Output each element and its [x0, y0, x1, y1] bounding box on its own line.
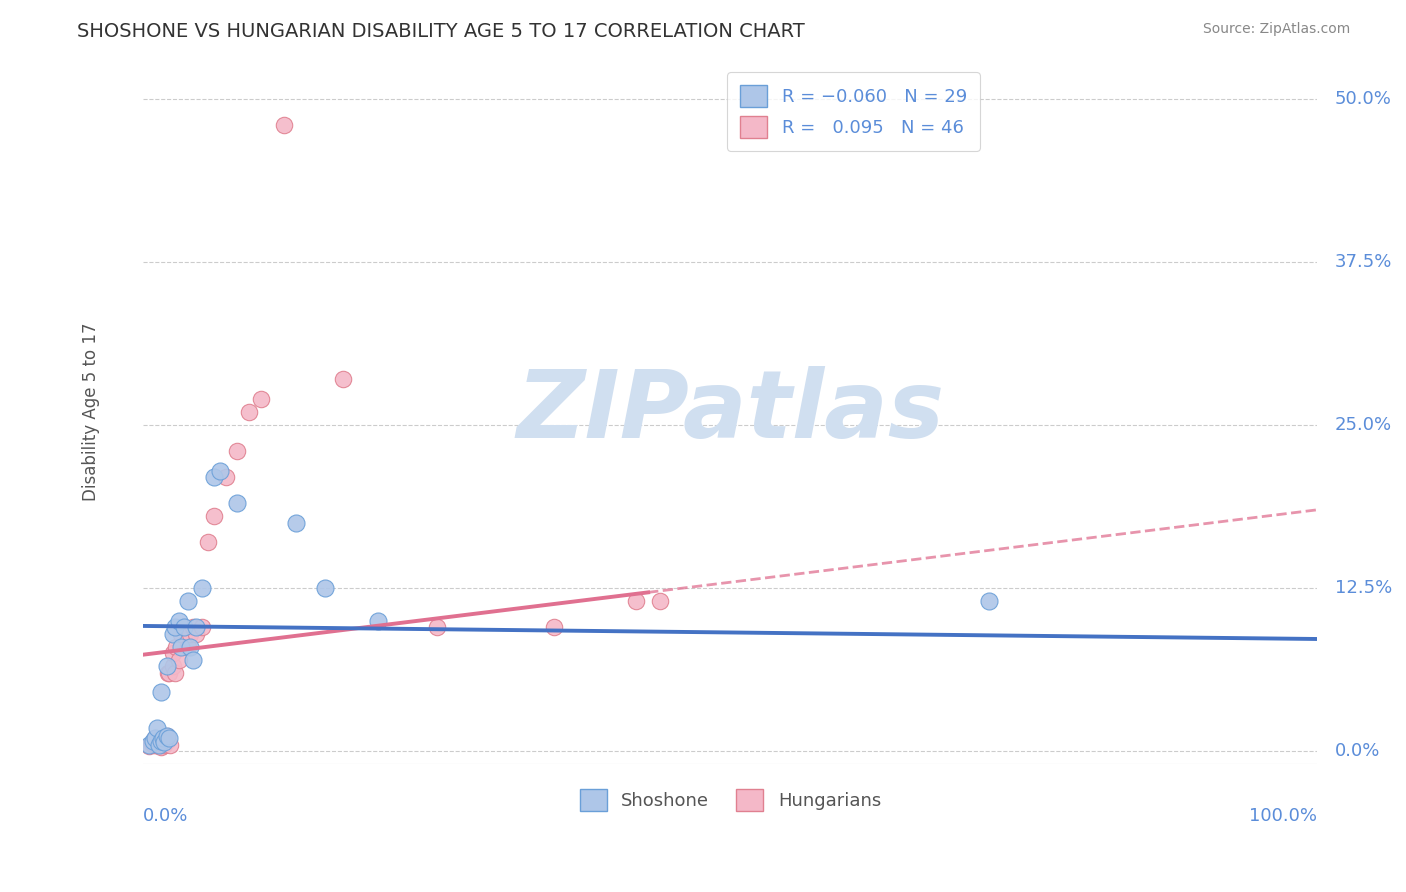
- Point: [177, 594, 200, 608]
- Point: [152, 731, 174, 746]
- Point: [155, 731, 177, 746]
- Point: [148, 733, 170, 747]
- Point: [153, 735, 176, 749]
- Point: [156, 665, 179, 680]
- Point: [157, 665, 180, 680]
- Point: [149, 733, 172, 747]
- Point: [367, 614, 389, 628]
- Text: ZIPatlas: ZIPatlas: [516, 366, 945, 458]
- Point: [626, 594, 648, 608]
- Point: [543, 620, 565, 634]
- Point: [238, 405, 260, 419]
- Point: [148, 738, 170, 752]
- Text: 50.0%: 50.0%: [1334, 90, 1392, 108]
- Point: [138, 738, 160, 752]
- Point: [179, 627, 201, 641]
- Point: [149, 735, 172, 749]
- Text: Source: ZipAtlas.com: Source: ZipAtlas.com: [1202, 22, 1350, 37]
- Point: [181, 653, 204, 667]
- Text: 0.0%: 0.0%: [143, 806, 188, 824]
- Point: [163, 665, 186, 680]
- Point: [143, 731, 166, 746]
- Point: [162, 659, 184, 673]
- Text: 37.5%: 37.5%: [1334, 252, 1392, 271]
- Point: [142, 733, 165, 747]
- Point: [167, 614, 190, 628]
- Point: [186, 627, 208, 641]
- Point: [648, 594, 671, 608]
- Point: [170, 627, 193, 641]
- Point: [214, 470, 236, 484]
- Point: [152, 733, 174, 747]
- Point: [249, 392, 271, 406]
- Point: [226, 496, 249, 510]
- Point: [202, 509, 225, 524]
- Point: [163, 620, 186, 634]
- Point: [150, 736, 173, 750]
- Point: [284, 516, 307, 530]
- Point: [159, 738, 181, 752]
- Point: [156, 659, 179, 673]
- Text: 12.5%: 12.5%: [1334, 579, 1392, 597]
- Point: [177, 640, 200, 654]
- Point: [146, 721, 169, 735]
- Point: [162, 646, 184, 660]
- Point: [208, 464, 231, 478]
- Point: [202, 470, 225, 484]
- Point: [181, 620, 204, 634]
- Point: [156, 729, 179, 743]
- Point: [149, 685, 172, 699]
- Point: [197, 535, 219, 549]
- Point: [138, 739, 160, 753]
- Point: [143, 731, 166, 746]
- Point: [153, 738, 176, 752]
- Point: [179, 640, 201, 654]
- Point: [170, 640, 193, 654]
- Text: 0.0%: 0.0%: [1334, 742, 1381, 760]
- Point: [186, 620, 208, 634]
- Point: [146, 738, 169, 752]
- Text: Disability Age 5 to 17: Disability Age 5 to 17: [82, 323, 100, 501]
- Point: [156, 733, 179, 747]
- Point: [145, 738, 167, 752]
- Point: [142, 738, 165, 752]
- Point: [173, 620, 195, 634]
- Legend: Shoshone, Hungarians: Shoshone, Hungarians: [572, 782, 889, 819]
- Text: 25.0%: 25.0%: [1334, 416, 1392, 434]
- Point: [173, 620, 195, 634]
- Point: [191, 581, 214, 595]
- Point: [156, 729, 179, 743]
- Point: [273, 118, 295, 132]
- Text: 100.0%: 100.0%: [1250, 806, 1317, 824]
- Point: [426, 620, 449, 634]
- Point: [149, 738, 172, 752]
- Point: [167, 653, 190, 667]
- Point: [141, 736, 163, 750]
- Point: [226, 444, 249, 458]
- Point: [149, 740, 172, 755]
- Point: [332, 372, 354, 386]
- Text: SHOSHONE VS HUNGARIAN DISABILITY AGE 5 TO 17 CORRELATION CHART: SHOSHONE VS HUNGARIAN DISABILITY AGE 5 T…: [77, 22, 806, 41]
- Point: [165, 640, 187, 654]
- Point: [143, 735, 166, 749]
- Point: [162, 627, 184, 641]
- Point: [191, 620, 214, 634]
- Point: [157, 731, 180, 746]
- Point: [314, 581, 336, 595]
- Point: [142, 733, 165, 747]
- Point: [977, 594, 1000, 608]
- Point: [153, 735, 176, 749]
